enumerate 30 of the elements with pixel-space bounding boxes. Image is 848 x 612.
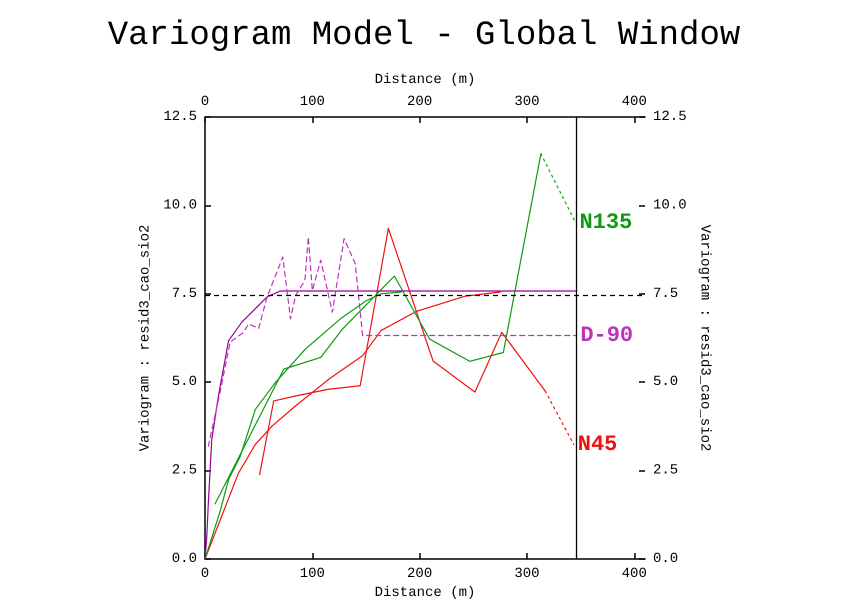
y2-tick-label: 7.5 [653, 286, 678, 302]
y-tick-label: 10.0 [163, 197, 197, 214]
y2-axis-title: Variogram : resid3_cao_sio2 [696, 224, 713, 452]
y2-tick-label: 2.5 [653, 462, 678, 479]
x-axis-title: Distance (m) [374, 584, 476, 601]
x2-tick-label: 100 [300, 94, 325, 110]
y-tick-label: 7.5 [172, 286, 197, 302]
series-label: N45 [578, 432, 618, 457]
y-tick-label: 12.5 [163, 109, 197, 125]
x2-tick-label: 300 [514, 94, 540, 110]
x2-tick-label: 200 [407, 94, 432, 110]
x-tick-label: 300 [514, 566, 540, 582]
y2-tick-label: 5.0 [653, 374, 678, 390]
x2-tick-label: 400 [622, 94, 647, 110]
x-tick-label: 100 [300, 566, 325, 582]
x2-tick-label: 0 [200, 94, 210, 110]
y2-tick-label: 0.0 [653, 551, 678, 567]
series-label: N135 [579, 210, 632, 235]
x-tick-label: 0 [200, 566, 210, 582]
y-tick-label: 2.5 [172, 462, 197, 479]
x-tick-label: 400 [622, 566, 647, 582]
x2-axis-title: Distance (m) [374, 72, 476, 88]
y2-tick-label: 12.5 [653, 109, 687, 125]
series-label: D-90 [580, 323, 634, 348]
y-tick-label: 5.0 [172, 374, 197, 390]
chart-title: Variogram Model - Global Window [108, 17, 741, 55]
y-axis-title: Variogram : resid3_cao_sio2 [137, 224, 154, 452]
y2-tick-label: 10.0 [653, 197, 687, 214]
y-tick-label: 0.0 [172, 551, 197, 567]
x-tick-label: 200 [407, 566, 432, 582]
